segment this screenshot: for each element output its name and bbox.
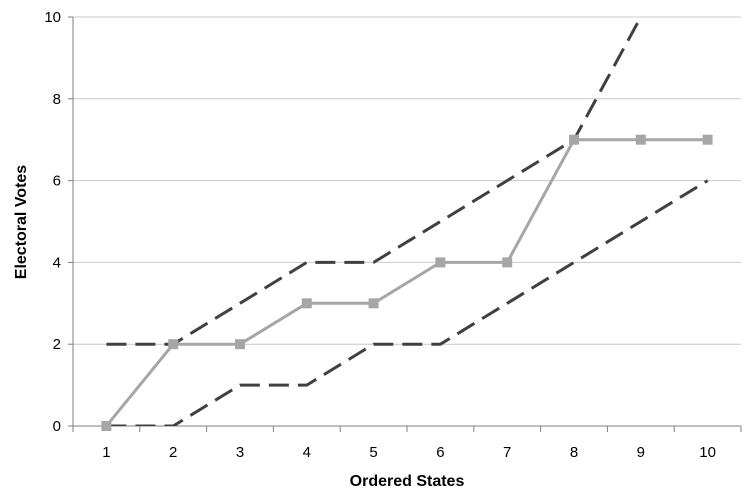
x-tick-label: 5 (369, 444, 377, 461)
data-point-marker (301, 298, 312, 309)
y-tick-label: 6 (53, 173, 61, 190)
x-tick-label: 4 (303, 444, 311, 461)
data-point-marker (368, 298, 379, 309)
series-line-3 (106, 179, 709, 426)
data-point-marker (101, 421, 112, 431)
y-tick-label: 0 (53, 418, 61, 435)
x-tick-label: 2 (169, 444, 177, 461)
data-point-marker (235, 339, 245, 350)
x-tick-label: 10 (699, 444, 716, 461)
x-axis-title: Ordered States (350, 473, 465, 490)
y-tick-label: 4 (53, 254, 61, 271)
series-line-1 (106, 17, 643, 346)
data-point-marker (569, 134, 579, 145)
y-axis-title: Electoral Votes (13, 165, 30, 280)
marker-group (101, 134, 713, 431)
y-tick-label: 10 (44, 9, 61, 26)
series-line-2 (105, 138, 708, 426)
x-tick-label: 3 (236, 444, 244, 461)
x-tick-label: 6 (436, 444, 444, 461)
x-tick-label: 9 (637, 444, 645, 461)
x-tick-label: 1 (102, 444, 110, 461)
y-tick-label: 2 (53, 336, 61, 353)
x-tick-label: 8 (570, 444, 578, 461)
axes (68, 16, 742, 432)
gridlines (73, 16, 741, 345)
data-point-marker (168, 339, 179, 350)
data-point-marker (635, 134, 646, 145)
x-tick-label: 7 (503, 444, 511, 461)
data-point-marker (435, 257, 446, 268)
data-point-marker (702, 134, 713, 145)
y-tick-label: 8 (53, 91, 61, 108)
data-point-marker (502, 257, 513, 268)
series-group (105, 17, 709, 426)
